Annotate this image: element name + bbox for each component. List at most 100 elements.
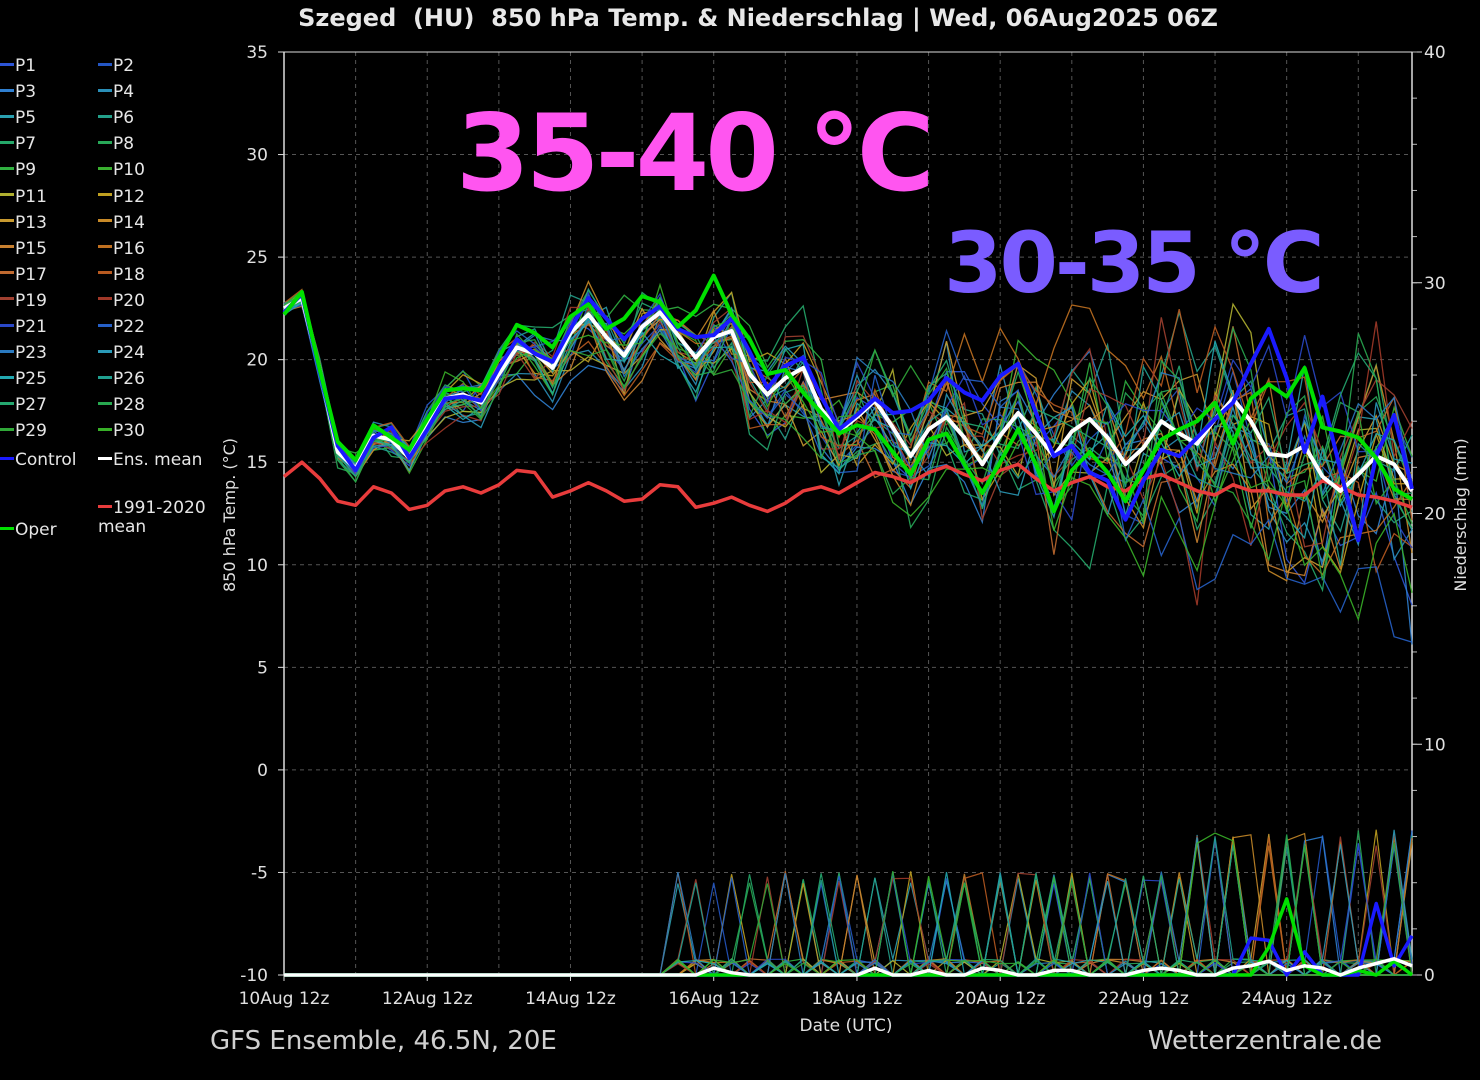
legend-item-p16: P16 — [98, 239, 145, 261]
legend-item-p14: P14 — [98, 213, 145, 235]
y2-tick-label: 20 — [1424, 505, 1446, 525]
y-tick-label: 25 — [246, 248, 268, 268]
legend-item-p30-label: P30 — [113, 421, 145, 442]
y-tick-label: -5 — [251, 863, 268, 883]
legend-item-p5-swatch — [0, 114, 14, 118]
legend-item-p24-label: P24 — [113, 343, 145, 364]
model-label: GFS Ensemble, 46.5N, 20E — [210, 1026, 557, 1056]
y-tick-label: 30 — [246, 146, 268, 166]
legend-item-oper-swatch — [0, 526, 14, 530]
series-line-1991-2020-mean — [282, 460, 1413, 514]
legend-item-climate-mean: 1991-2020 mean — [98, 499, 206, 537]
legend-item-p21: P21 — [0, 317, 47, 339]
legend-item-p16-label: P16 — [113, 238, 145, 259]
legend-item-control-label: Control — [15, 450, 77, 470]
y-tick-label: 15 — [246, 453, 268, 473]
x-tick-label: 10Aug 12z — [239, 989, 330, 1009]
legend-item-p29-label: P29 — [15, 421, 47, 442]
legend-item-p7-label: P7 — [15, 134, 37, 155]
legend-item-p15: P15 — [0, 239, 47, 261]
legend-item-p14-label: P14 — [113, 212, 145, 233]
legend-item-p19: P19 — [0, 291, 47, 313]
y-tick-label: 35 — [246, 43, 268, 63]
legend-item-p4: P4 — [98, 82, 134, 104]
member-line-p27 — [283, 300, 1413, 495]
legend-item-p22-label: P22 — [113, 317, 145, 337]
legend-item-p3: P3 — [0, 82, 36, 104]
legend-item-p17-swatch — [0, 271, 14, 275]
legend-item-p20-label: P20 — [113, 290, 145, 311]
member-line-p28 — [283, 295, 1413, 529]
legend-item-p12-swatch — [98, 193, 112, 196]
legend-item-p6-label: P6 — [113, 108, 135, 129]
legend-item-oper: Oper — [0, 520, 57, 542]
x-axis-label: Date (UTC) — [799, 1016, 892, 1036]
legend-item-p17: P17 — [0, 265, 47, 287]
legend-item-p3-swatch — [0, 88, 14, 92]
source-label: Wetterzentrale.de — [1147, 1026, 1382, 1056]
legend-item-p1: P1 — [0, 56, 36, 78]
y-tick-label: 20 — [246, 351, 268, 371]
legend-item-p9-swatch — [0, 166, 14, 170]
legend-item-p22: P22 — [98, 317, 145, 339]
legend-item-p9: P9 — [0, 160, 36, 182]
y2-tick-label: 10 — [1424, 735, 1446, 755]
legend-item-p18: P18 — [98, 265, 145, 287]
legend-item-p5-label: P5 — [15, 108, 37, 129]
legend-item-p24-swatch — [98, 349, 112, 353]
member-line-p20 — [283, 290, 1413, 606]
legend-item-p9-label: P9 — [15, 160, 37, 181]
series-line-control — [282, 292, 1414, 543]
legend-item-p1-swatch — [0, 62, 14, 66]
legend-item-p1-label: P1 — [15, 56, 37, 76]
main-series — [282, 273, 1414, 543]
legend-item-p7: P7 — [0, 134, 36, 156]
legend-item-p18-label: P18 — [113, 264, 145, 285]
axes: 35 30 25 20 15 10 5 0 -5 -10 10Aug 12z 12Aug 12z 14A… — [239, 43, 1446, 1009]
legend-item-p8-label: P8 — [113, 134, 135, 155]
legend-item-p28-swatch — [98, 401, 112, 405]
legend-item-p17-label: P17 — [15, 264, 47, 285]
legend-item-p27-label: P27 — [15, 395, 47, 416]
y-tick-label: -10 — [240, 966, 268, 986]
legend-item-p7-swatch — [0, 140, 14, 144]
legend-item-p13-swatch — [0, 219, 14, 223]
precipitation-series — [284, 897, 1414, 977]
legend-item-p28-label: P28 — [113, 395, 145, 416]
legend-item-climate-mean-label: 1991-2020 mean — [98, 498, 206, 537]
precip-line-ens-mean — [284, 957, 1413, 977]
legend-item-p26-swatch — [98, 375, 112, 379]
legend-item-p11-swatch — [0, 193, 14, 196]
legend-item-p21-swatch — [0, 323, 14, 327]
legend-item-p6: P6 — [98, 108, 134, 130]
y-tick-label: 0 — [257, 761, 268, 781]
x-tick-label: 20Aug 12z — [955, 989, 1046, 1009]
legend-item-p23: P23 — [0, 343, 47, 365]
legend-item-p25-label: P25 — [15, 369, 47, 390]
y-axis-label: 850 hPa Temp. (°C) — [220, 438, 239, 592]
legend-item-p22-swatch — [98, 323, 112, 327]
y-tick-label: 5 — [257, 658, 268, 678]
legend-item-control: Control — [0, 450, 76, 472]
legend-item-p20-swatch — [98, 297, 112, 301]
legend-item-p25: P25 — [0, 369, 47, 391]
y2-tick-label: 30 — [1424, 274, 1446, 294]
legend-item-p20: P20 — [98, 291, 145, 313]
legend-item-ens-mean: Ens. mean — [98, 450, 202, 472]
legend-item-p15-label: P15 — [15, 238, 47, 259]
x-tick-label: 12Aug 12z — [382, 989, 473, 1009]
legend-item-p8: P8 — [98, 134, 134, 156]
overlay-warm-range: 30-35 °C — [944, 214, 1325, 312]
y2-tick-label: 40 — [1424, 43, 1446, 63]
legend-item-climate-mean-swatch — [98, 504, 112, 508]
legend-item-p29: P29 — [0, 421, 47, 443]
legend-item-p5: P5 — [0, 108, 36, 130]
legend-item-p24: P24 — [98, 343, 145, 365]
legend-item-p16-swatch — [98, 245, 112, 249]
legend-item-p27-swatch — [0, 401, 14, 405]
legend-item-p19-swatch — [0, 297, 14, 301]
series-line-oper — [282, 273, 1413, 514]
legend-item-p3-label: P3 — [15, 82, 37, 103]
legend-item-p11-label: P11 — [15, 186, 47, 207]
